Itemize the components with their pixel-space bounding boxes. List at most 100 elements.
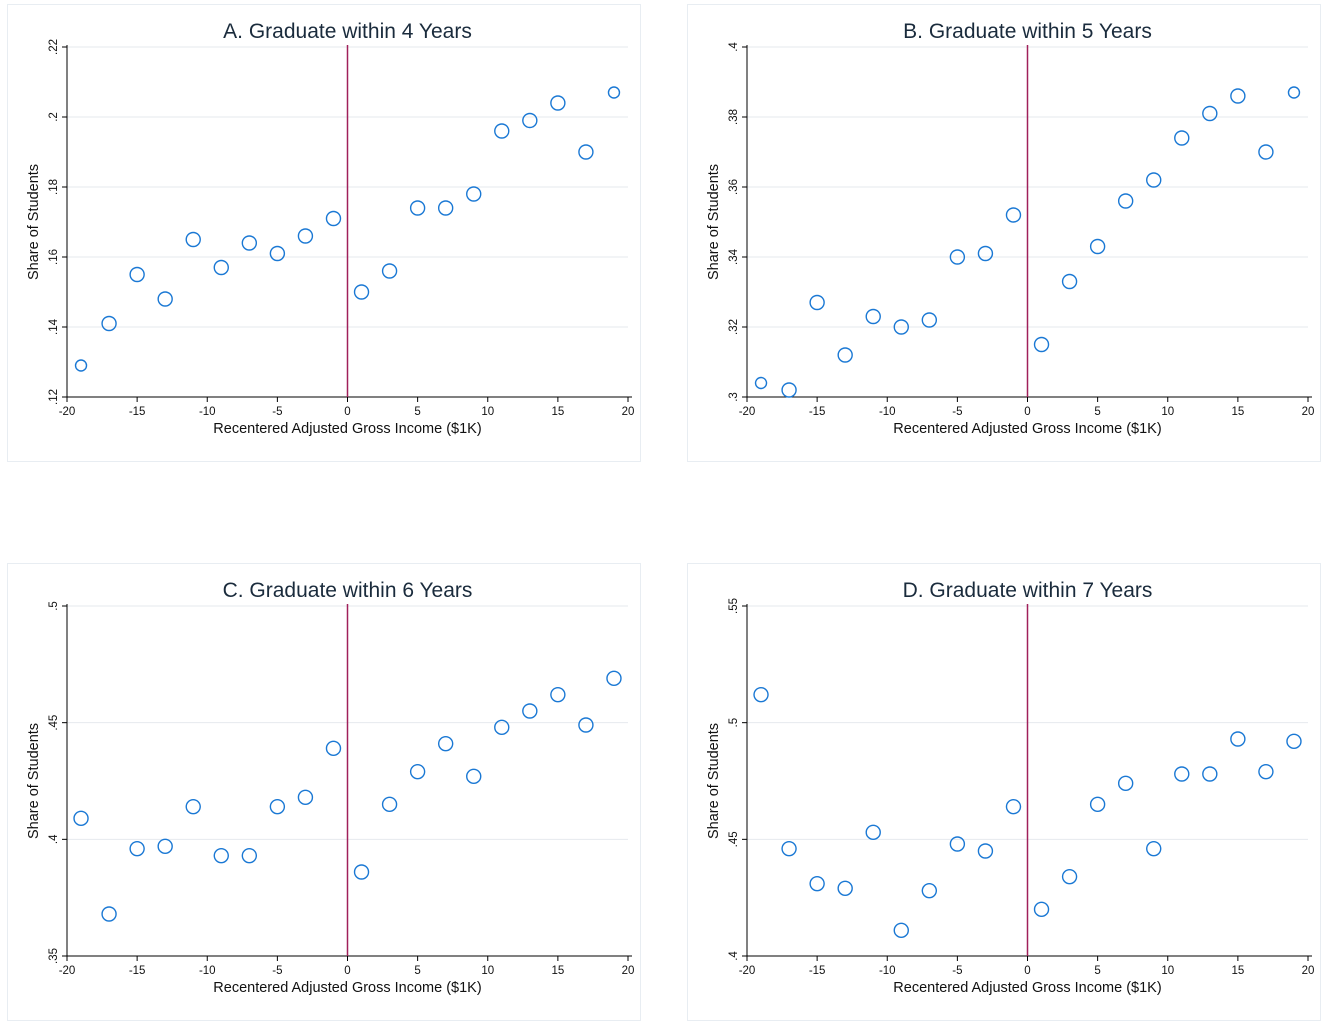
- x-tick-label: 5: [414, 406, 420, 418]
- data-point: [1089, 238, 1106, 255]
- data-point: [129, 840, 145, 857]
- chart-svg: B. Graduate within 5 Years .3 .32 .34 .36 .38…: [706, 20, 1315, 437]
- data-point: [466, 186, 482, 202]
- x-tick-label: -15: [809, 406, 826, 418]
- x-tick-label: -5: [272, 406, 282, 418]
- data-point: [809, 875, 825, 892]
- data-point: [437, 200, 454, 216]
- x-tick-label: 10: [1161, 965, 1174, 977]
- data-point: [1005, 798, 1022, 815]
- data-point: [1258, 763, 1274, 780]
- data-point: [606, 670, 622, 687]
- data-point: [754, 376, 768, 390]
- x-tick-label: 15: [551, 406, 564, 418]
- x-tick-label: 20: [1302, 406, 1315, 418]
- x-axis-label: Recentered Adjusted Gross Income ($1K): [893, 980, 1161, 996]
- y-tick-label: .45: [48, 715, 60, 731]
- data-point: [550, 95, 566, 111]
- data-point: [466, 768, 482, 785]
- data-point: [1202, 105, 1218, 122]
- x-tick-label: -20: [739, 406, 756, 418]
- x-tick-label: -20: [739, 965, 756, 977]
- x-tick-label: -20: [59, 965, 76, 977]
- x-axis-label: Recentered Adjusted Gross Income ($1K): [893, 421, 1161, 437]
- data-point: [550, 686, 566, 703]
- y-tick-label: .36: [728, 179, 740, 195]
- data-point: [607, 86, 621, 99]
- data-point: [921, 882, 938, 899]
- x-tick-label: 5: [1094, 406, 1100, 418]
- x-tick-label: -10: [879, 965, 896, 977]
- data-point: [1033, 336, 1050, 353]
- data-point: [809, 294, 825, 311]
- x-tick-label: -15: [809, 965, 826, 977]
- chart-title: D. Graduate within 7 Years: [903, 579, 1153, 602]
- y-tick-label: .32: [728, 319, 740, 335]
- data-point: [977, 245, 994, 262]
- data-point: [1174, 766, 1190, 782]
- data-point: [185, 798, 201, 815]
- x-axis-label: Recentered Adjusted Gross Income ($1K): [213, 980, 481, 996]
- y-tick-label: .4: [48, 834, 60, 844]
- y-tick-label: .16: [48, 249, 60, 265]
- data-point: [269, 245, 286, 262]
- x-tick-label: 20: [622, 965, 635, 977]
- data-point: [409, 200, 426, 216]
- data-point: [865, 308, 881, 325]
- data-point: [325, 740, 342, 757]
- x-tick-label: -5: [952, 965, 962, 977]
- chart-svg: D. Graduate within 7 Years .4 .45 .5 .55 -20 -…: [706, 579, 1314, 996]
- data-point: [781, 840, 797, 857]
- data-point: [522, 703, 538, 719]
- data-point: [213, 259, 229, 276]
- chart-title: A. Graduate within 4 Years: [223, 20, 472, 43]
- x-tick-label: 5: [1094, 965, 1100, 977]
- data-point: [213, 847, 229, 864]
- data-point: [74, 359, 88, 372]
- data-point: [269, 798, 286, 815]
- x-tick-label: 10: [481, 965, 494, 977]
- data-point: [1230, 88, 1246, 104]
- data-point: [1287, 86, 1301, 99]
- data-point: [157, 838, 173, 855]
- y-tick-label: .38: [728, 109, 740, 125]
- x-tick-label: 0: [344, 965, 350, 977]
- data-point: [522, 112, 538, 129]
- chart-panel-b: B. Graduate within 5 Years .3 .32 .34 .36 .38…: [687, 4, 1321, 462]
- data-point: [101, 906, 117, 922]
- data-point: [753, 686, 769, 703]
- chart-title: C. Graduate within 6 Years: [223, 579, 473, 602]
- x-tick-label: 0: [1024, 406, 1030, 418]
- y-tick-label: .4: [728, 42, 740, 52]
- x-tick-label: -10: [199, 406, 216, 418]
- data-point: [921, 312, 938, 328]
- x-tick-label: -5: [272, 965, 282, 977]
- data-point: [1230, 731, 1246, 747]
- y-tick-label: .3: [728, 392, 740, 402]
- x-tick-label: 10: [481, 406, 494, 418]
- data-point: [1117, 775, 1134, 792]
- data-point: [353, 864, 370, 880]
- x-tick-label: -10: [199, 965, 216, 977]
- data-point: [949, 249, 966, 265]
- data-point: [1033, 901, 1050, 918]
- y-axis-label: Share of Students: [26, 164, 42, 280]
- data-point: [837, 347, 853, 363]
- data-point: [297, 228, 314, 244]
- data-point: [241, 847, 258, 864]
- chart-svg: A. Graduate within 4 Years .12 .14 .16 .18 .2…: [26, 20, 634, 437]
- x-tick-label: 10: [1161, 406, 1174, 418]
- data-point: [325, 210, 342, 227]
- x-tick-label: 15: [1231, 406, 1244, 418]
- y-tick-label: .4: [728, 951, 740, 961]
- y-tick-label: .18: [48, 179, 60, 195]
- data-point: [578, 717, 594, 733]
- y-tick-label: .2: [48, 112, 60, 122]
- data-point: [437, 735, 454, 752]
- data-point: [494, 123, 510, 139]
- data-point: [1146, 840, 1162, 857]
- y-tick-label: .5: [728, 718, 740, 728]
- data-point: [977, 843, 994, 859]
- data-point: [381, 796, 398, 813]
- chart-panel-d: D. Graduate within 7 Years .4 .45 .5 .55 -20 -…: [687, 563, 1321, 1021]
